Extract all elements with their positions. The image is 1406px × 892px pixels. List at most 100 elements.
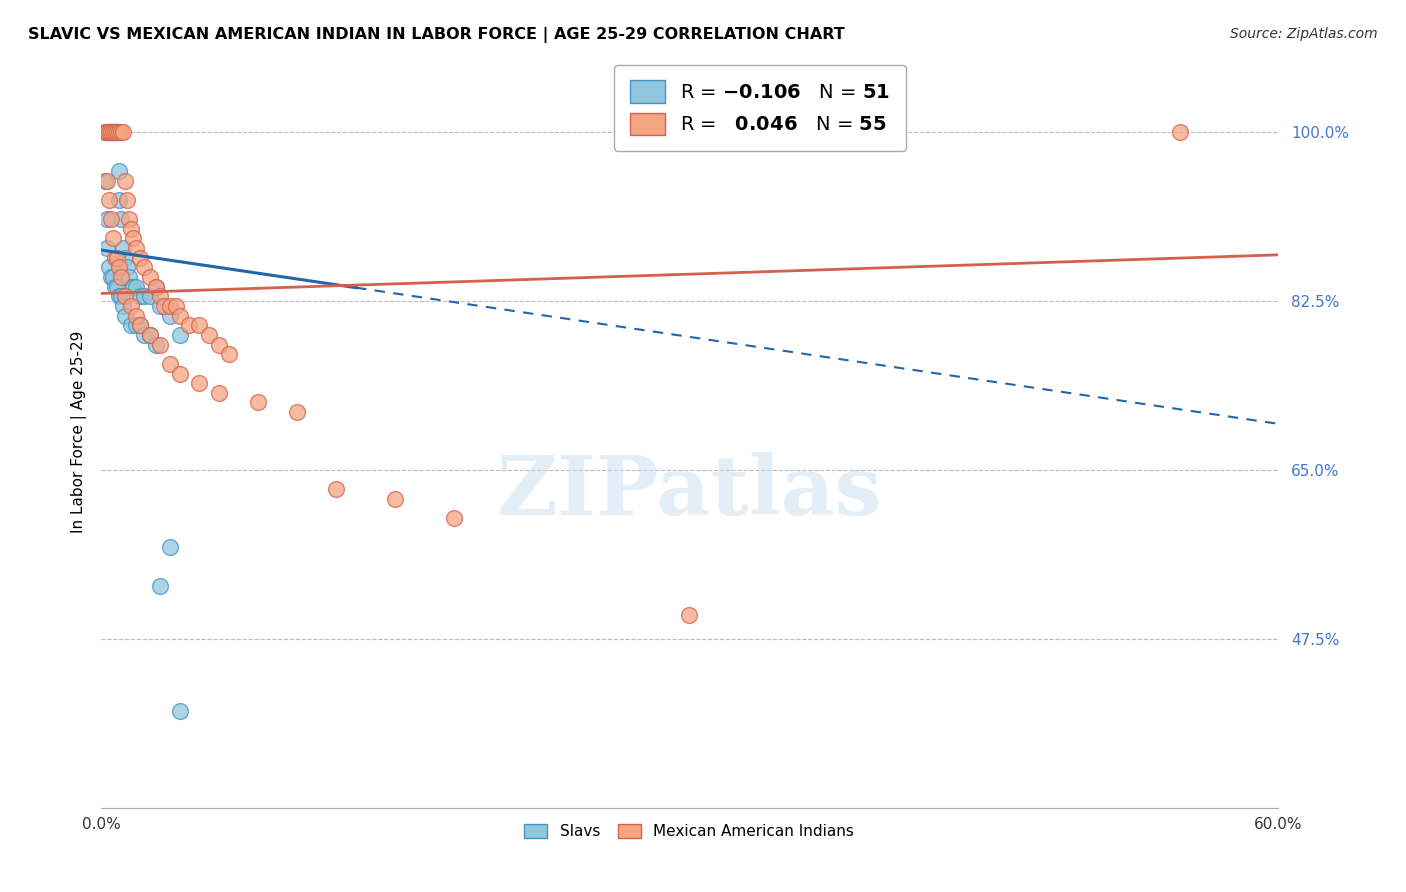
Point bbox=[134, 260, 156, 275]
Point bbox=[98, 260, 121, 275]
Point bbox=[107, 260, 129, 275]
Point bbox=[98, 125, 121, 139]
Point bbox=[218, 347, 240, 361]
Point bbox=[94, 173, 117, 187]
Point bbox=[107, 193, 129, 207]
Point bbox=[105, 125, 128, 139]
Point bbox=[139, 328, 162, 343]
Point bbox=[159, 540, 181, 554]
Point bbox=[96, 173, 118, 187]
Point bbox=[114, 173, 136, 187]
Point bbox=[384, 491, 406, 506]
Point bbox=[111, 125, 134, 139]
Point bbox=[107, 125, 129, 139]
Point bbox=[96, 125, 118, 139]
Point bbox=[105, 125, 128, 139]
Point bbox=[96, 241, 118, 255]
Y-axis label: In Labor Force | Age 25-29: In Labor Force | Age 25-29 bbox=[72, 330, 87, 533]
Point bbox=[117, 212, 139, 227]
Point bbox=[1168, 125, 1191, 139]
Point bbox=[111, 241, 134, 255]
Point bbox=[188, 376, 211, 391]
Point bbox=[678, 607, 700, 622]
Point bbox=[114, 309, 136, 323]
Point bbox=[134, 328, 156, 343]
Point bbox=[169, 367, 191, 381]
Point bbox=[115, 260, 138, 275]
Point bbox=[110, 125, 132, 139]
Point bbox=[101, 270, 124, 285]
Point bbox=[188, 318, 211, 333]
Point bbox=[121, 279, 143, 293]
Point bbox=[125, 318, 148, 333]
Point bbox=[104, 279, 127, 293]
Point bbox=[165, 299, 187, 313]
Point bbox=[98, 125, 121, 139]
Point bbox=[159, 357, 181, 371]
Point bbox=[104, 251, 127, 265]
Point bbox=[101, 125, 124, 139]
Point bbox=[117, 270, 139, 285]
Point bbox=[104, 125, 127, 139]
Point bbox=[105, 279, 128, 293]
Point bbox=[139, 328, 162, 343]
Point bbox=[100, 212, 122, 227]
Point bbox=[129, 289, 152, 303]
Point bbox=[169, 309, 191, 323]
Point bbox=[98, 125, 121, 139]
Point bbox=[169, 328, 191, 343]
Point bbox=[111, 299, 134, 313]
Point bbox=[100, 125, 122, 139]
Point bbox=[198, 328, 221, 343]
Point bbox=[98, 193, 121, 207]
Point bbox=[145, 337, 167, 351]
Point bbox=[121, 231, 143, 245]
Point bbox=[94, 125, 117, 139]
Point bbox=[104, 125, 127, 139]
Point bbox=[114, 289, 136, 303]
Point bbox=[104, 125, 127, 139]
Point bbox=[443, 511, 465, 525]
Point bbox=[179, 318, 201, 333]
Point bbox=[125, 241, 148, 255]
Point bbox=[120, 299, 142, 313]
Point bbox=[145, 279, 167, 293]
Point bbox=[169, 704, 191, 718]
Point bbox=[129, 318, 152, 333]
Point bbox=[139, 270, 162, 285]
Point bbox=[159, 299, 181, 313]
Point bbox=[129, 318, 152, 333]
Point bbox=[120, 279, 142, 293]
Point bbox=[110, 289, 132, 303]
Point bbox=[159, 309, 181, 323]
Legend: Slavs, Mexican American Indians: Slavs, Mexican American Indians bbox=[519, 818, 860, 846]
Point bbox=[94, 125, 117, 139]
Point bbox=[120, 318, 142, 333]
Point bbox=[114, 251, 136, 265]
Point bbox=[149, 299, 172, 313]
Point bbox=[208, 337, 231, 351]
Point bbox=[285, 405, 308, 419]
Text: Source: ZipAtlas.com: Source: ZipAtlas.com bbox=[1230, 27, 1378, 41]
Point bbox=[96, 125, 118, 139]
Point bbox=[139, 289, 162, 303]
Point bbox=[246, 395, 269, 409]
Point bbox=[325, 483, 347, 497]
Point bbox=[101, 231, 124, 245]
Point bbox=[101, 125, 124, 139]
Point bbox=[125, 309, 148, 323]
Point bbox=[129, 251, 152, 265]
Point bbox=[101, 125, 124, 139]
Point bbox=[149, 289, 172, 303]
Point bbox=[100, 125, 122, 139]
Point bbox=[115, 193, 138, 207]
Point bbox=[153, 299, 176, 313]
Point bbox=[107, 164, 129, 178]
Point bbox=[100, 270, 122, 285]
Text: SLAVIC VS MEXICAN AMERICAN INDIAN IN LABOR FORCE | AGE 25-29 CORRELATION CHART: SLAVIC VS MEXICAN AMERICAN INDIAN IN LAB… bbox=[28, 27, 845, 43]
Point bbox=[149, 579, 172, 593]
Point bbox=[110, 270, 132, 285]
Point bbox=[134, 289, 156, 303]
Point bbox=[105, 125, 128, 139]
Point bbox=[145, 279, 167, 293]
